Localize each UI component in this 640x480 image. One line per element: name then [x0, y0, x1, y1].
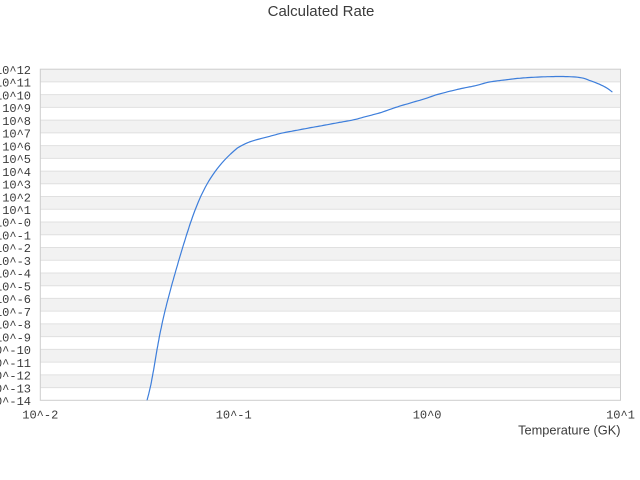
svg-text:10^-3: 10^-3 [0, 255, 31, 269]
svg-text:10^-10: 10^-10 [0, 344, 31, 358]
svg-text:10^3: 10^3 [2, 179, 31, 193]
svg-text:10^-5: 10^-5 [0, 280, 31, 294]
svg-text:10^8: 10^8 [2, 115, 31, 129]
svg-text:Temperature (GK): Temperature (GK) [518, 423, 620, 438]
svg-text:10^-9: 10^-9 [0, 331, 31, 345]
svg-text:10^5: 10^5 [2, 153, 31, 167]
svg-text:10^-2: 10^-2 [22, 409, 58, 423]
svg-text:10^0: 10^0 [413, 409, 442, 423]
svg-text:10^-12: 10^-12 [0, 370, 31, 384]
svg-text:Calculated Rate: Calculated Rate [268, 3, 375, 20]
svg-text:10^1: 10^1 [2, 204, 31, 218]
svg-text:10^-1: 10^-1 [216, 409, 252, 423]
svg-text:10^-1: 10^-1 [0, 229, 31, 243]
svg-text:10^7: 10^7 [2, 128, 31, 142]
svg-text:10^12: 10^12 [0, 64, 31, 78]
svg-text:10^-11: 10^-11 [0, 357, 31, 371]
svg-text:10^-13: 10^-13 [0, 382, 31, 396]
svg-text:10^-0: 10^-0 [0, 217, 31, 231]
svg-text:10^6: 10^6 [2, 140, 31, 154]
svg-text:10^11: 10^11 [0, 77, 31, 91]
svg-text:10^2: 10^2 [2, 191, 31, 205]
svg-text:10^-6: 10^-6 [0, 293, 31, 307]
svg-text:10^-2: 10^-2 [0, 242, 31, 256]
svg-text:10^-4: 10^-4 [0, 268, 31, 282]
svg-text:10^4: 10^4 [2, 166, 31, 180]
svg-text:10^10: 10^10 [0, 89, 31, 103]
svg-text:10^9: 10^9 [2, 102, 31, 116]
svg-text:10^-14: 10^-14 [0, 395, 31, 409]
svg-text:10^1: 10^1 [606, 409, 635, 423]
svg-text:10^-7: 10^-7 [0, 306, 31, 320]
svg-text:10^-8: 10^-8 [0, 319, 31, 333]
